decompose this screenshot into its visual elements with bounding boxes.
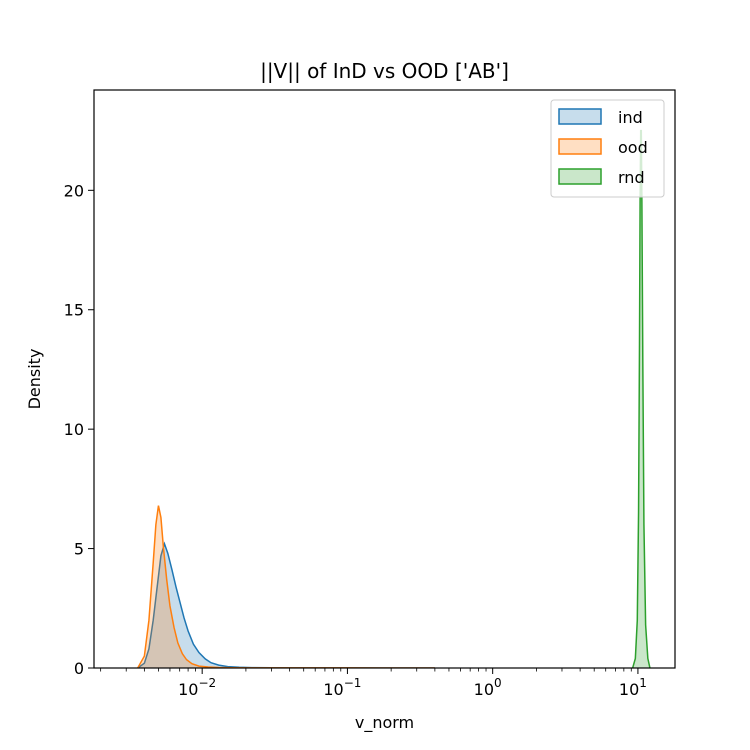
- y-tick-label: 15: [64, 301, 84, 320]
- y-tick-label: 0: [74, 659, 84, 678]
- y-tick-label: 10: [64, 420, 84, 439]
- series-rnd-area: [632, 130, 650, 668]
- legend: ind ood rnd: [550, 99, 665, 198]
- legend-label-rnd: rnd: [618, 168, 645, 187]
- legend-label-ind: ind: [618, 108, 643, 127]
- series-ood-area: [137, 505, 435, 668]
- x-tick-label: 100: [474, 676, 502, 699]
- legend-label-ood: ood: [618, 138, 648, 157]
- series-ind-area: [137, 543, 435, 668]
- legend-swatch-ood: [558, 138, 602, 155]
- x-axis-ticks: 10−2 10−1 100 101: [100, 668, 647, 699]
- y-axis-label: Density: [25, 349, 44, 410]
- x-tick-label: 101: [619, 676, 647, 699]
- legend-swatch-ind: [558, 108, 602, 125]
- y-tick-label: 5: [74, 540, 84, 559]
- legend-swatch-rnd: [558, 168, 602, 185]
- legend-item-ind: ind: [558, 108, 643, 127]
- plot-frame: [93, 89, 676, 669]
- legend-item-ood: ood: [558, 138, 648, 157]
- y-tick-label: 20: [64, 181, 84, 200]
- x-tick-label: 10−1: [323, 676, 361, 699]
- x-axis-label: v_norm: [355, 713, 414, 733]
- y-axis-ticks: 0 5 10 15 20: [64, 181, 94, 678]
- x-tick-label: 10−2: [178, 676, 216, 699]
- chart-title: ||V|| of InD vs OOD ['AB']: [260, 59, 509, 83]
- legend-item-rnd: rnd: [558, 168, 645, 187]
